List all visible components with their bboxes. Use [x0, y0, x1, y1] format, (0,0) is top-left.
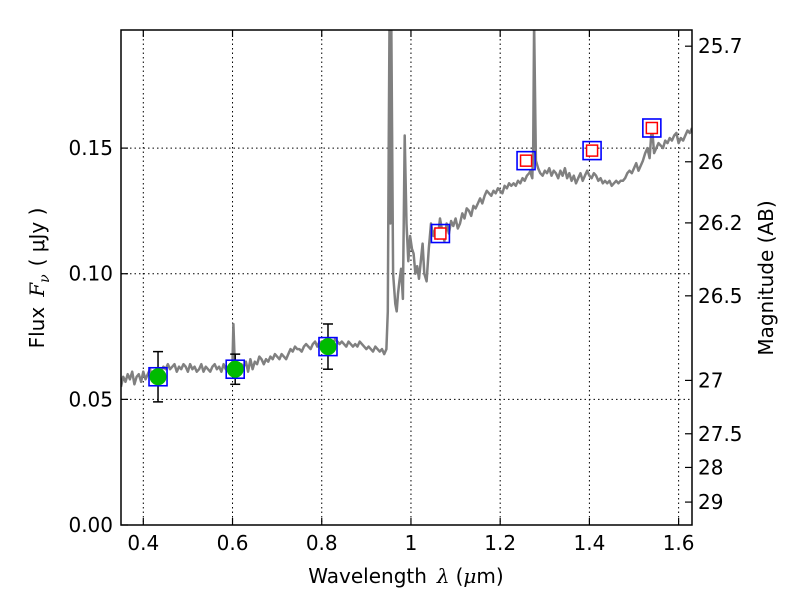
y-tick-label: 0.15 [68, 136, 113, 160]
magnitude-tick-label: 26.2 [698, 211, 743, 235]
x-axis-label-unit-mu: μ [463, 564, 476, 588]
magnitude-axis-label: Magnitude (AB) [754, 200, 778, 355]
observed-flux-point [226, 360, 244, 378]
plot-frame [120, 29, 693, 526]
y-tick-label: 0.05 [68, 387, 113, 411]
x-tick-label: 0.4 [127, 531, 159, 555]
y-axis-label-text: Flux [25, 307, 49, 349]
upper-limit-marker [645, 121, 659, 135]
y-tick-label: 0.00 [68, 513, 113, 537]
model-flux-box [430, 223, 451, 244]
magnitude-tick-label: 25.7 [698, 34, 743, 58]
x-tick-label: 1.6 [663, 531, 695, 555]
y-axis: 0.00 0.05 0.10 0.15 [68, 136, 128, 537]
model-flux-box [642, 118, 662, 138]
model-flux-box [582, 140, 602, 161]
x-tick-label: 0.6 [217, 531, 249, 555]
x-axis-label-text: Wavelength [308, 564, 427, 588]
magnitude-tick-label: 27.5 [698, 422, 743, 446]
y-axis-label-subscript: ν [37, 274, 53, 283]
spectrum-line [121, 30, 692, 388]
x-tick-label: 1.4 [573, 531, 605, 555]
x-axis-label: Wavelength λ (μm) [308, 564, 503, 588]
x-tick-label: 1.2 [484, 531, 516, 555]
observed-flux-point [319, 338, 337, 356]
upper-limit-marker [434, 227, 447, 240]
model-flux-box [516, 150, 536, 171]
y-tick-label: 0.10 [68, 262, 113, 286]
magnitude-tick-label: 28 [698, 455, 723, 479]
magnitude-tick-label: 26 [698, 150, 723, 174]
y-axis-label-unit: ( μJy ) [25, 208, 49, 267]
magnitude-tick-label: 29 [698, 490, 723, 514]
grid [121, 30, 692, 526]
x-axis-label-unit-open: ( [456, 564, 464, 588]
upper-limit-marker [585, 144, 599, 157]
magnitude-axis: 25.7 26 26.2 26.5 27 27.5 28 29 [685, 34, 743, 514]
y-axis-label-symbol: F [25, 282, 49, 298]
x-axis-label-lambda: λ [436, 564, 450, 588]
observed-flux-point [149, 368, 167, 386]
model-flux-box [148, 366, 168, 387]
markers [148, 118, 662, 387]
x-axis-label-unit-rest: m) [476, 564, 503, 588]
y-axis-label: Flux Fν ( μJy ) [25, 208, 53, 349]
x-tick-label: 1 [405, 531, 418, 555]
model-flux-box [318, 336, 338, 357]
x-tick-label: 0.8 [306, 531, 338, 555]
model-flux-box [225, 359, 245, 380]
upper-limit-marker [519, 154, 533, 167]
magnitude-tick-label: 26.5 [698, 284, 743, 308]
magnitude-tick-label: 27 [698, 368, 723, 392]
x-axis: 0.4 0.6 0.8 1 1.2 1.4 1.6 [127, 30, 695, 555]
